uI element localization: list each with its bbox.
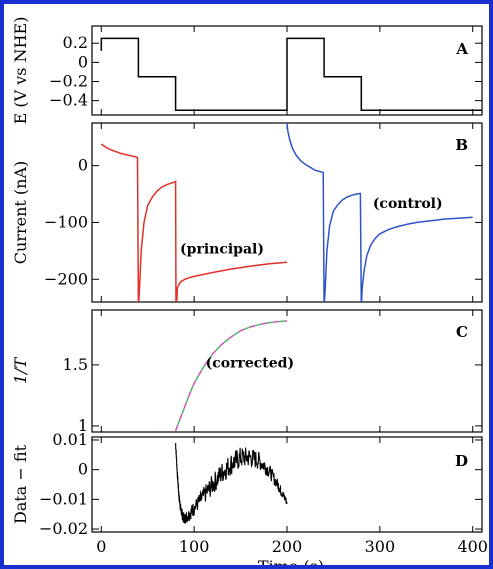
panel-b-ytick-label: −200: [44, 269, 88, 288]
panel-b-series-line: [286, 123, 473, 302]
panel-c-tag: C: [456, 323, 468, 341]
panel-d-ytick-label: 0.01: [52, 430, 88, 449]
panel-d-ytick-label: 0: [78, 460, 88, 479]
panel-b-annotation: (principal): [180, 242, 264, 258]
panel-d-ytick-label: −0.02: [39, 519, 88, 538]
x-tick-label: 100: [179, 537, 210, 556]
panel-a-tag: A: [455, 40, 468, 58]
x-tick-label: 400: [457, 537, 488, 556]
panel-c-ylabel: 1/T: [11, 357, 30, 385]
panel-c-ytick-label: 1: [78, 416, 88, 435]
panel-a-ytick-label: 0: [78, 52, 88, 71]
panel-d-ytick-label: −0.01: [39, 489, 88, 508]
panel-d-ylabel: Data − fit: [11, 444, 30, 524]
panel-a-ytick-label: 0.2: [63, 33, 88, 52]
multi-panel-chart: 0.20−0.2−0.4AE (V vs NHE)0−100−200BCurre…: [11, 17, 488, 565]
panel-c-annotation: (corrected): [206, 355, 294, 371]
x-tick-label: 0: [96, 537, 106, 556]
panel-b-annotation: (control): [373, 196, 443, 212]
panel-b-ytick-label: 0: [78, 156, 88, 175]
panel-b-ylabel: Current (nA): [11, 161, 30, 264]
panel-a-ytick-label: −0.2: [49, 72, 88, 91]
panel-d-series-line: [175, 442, 288, 524]
panel-a-ylabel: E (V vs NHE): [11, 17, 30, 125]
x-tick-label: 300: [365, 537, 396, 556]
panel-c-series-line: [174, 320, 288, 432]
panel-b-ytick-label: −100: [44, 212, 88, 231]
panel-b-tag: B: [455, 136, 468, 154]
x-tick-label: 200: [272, 537, 303, 556]
panel-c-ytick-label: 1.5: [63, 355, 88, 374]
panel-a-series-line: [100, 37, 482, 111]
panel-b-frame: [91, 122, 483, 303]
panel-d-tag: D: [455, 452, 468, 470]
panel-a-ytick-label: −0.4: [49, 91, 88, 110]
x-axis-label: Time (s): [258, 557, 324, 565]
panel-d-frame: [91, 436, 483, 533]
panel-b-series-line: [100, 143, 288, 302]
panel-c-series-line: [174, 320, 288, 432]
